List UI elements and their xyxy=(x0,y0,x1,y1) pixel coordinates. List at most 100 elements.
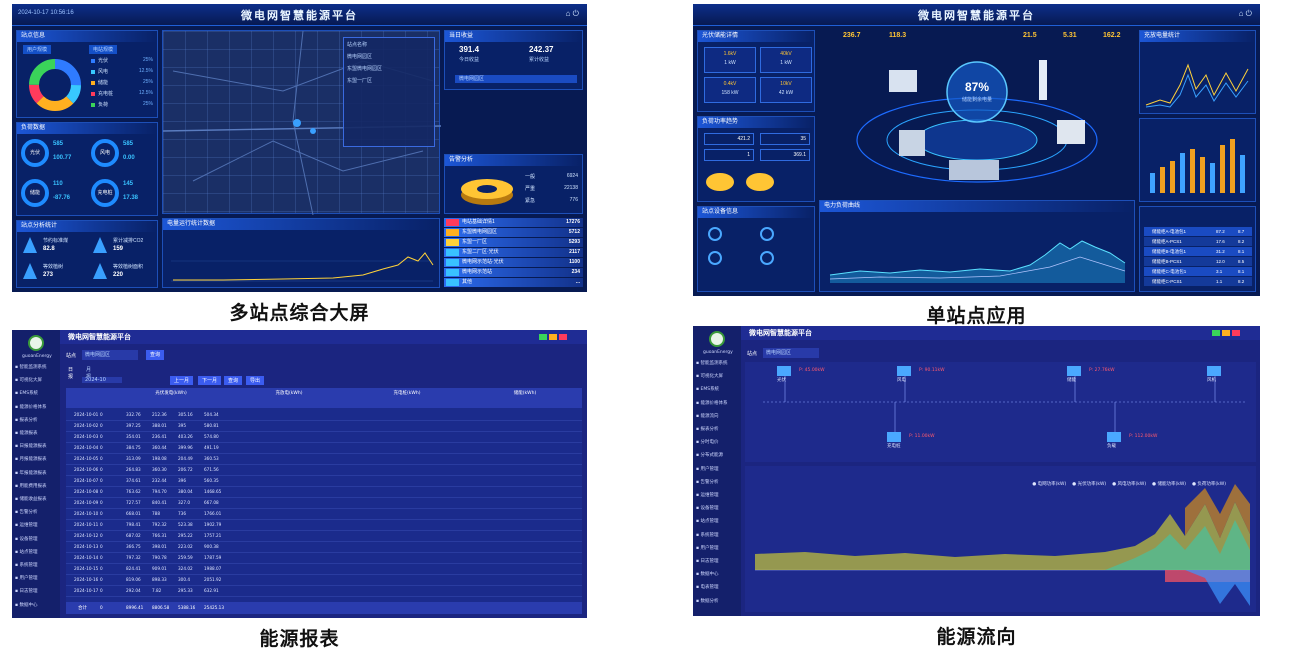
table-row[interactable]: 2024-10-05 0 313.09 198.08 204.49 360.53 xyxy=(66,454,582,465)
sidebar-item[interactable]: ▪ 运维管理 xyxy=(15,523,38,529)
table-row[interactable]: 2024-10-06 0 264.83 360.30 206.72 671.56 xyxy=(66,465,582,476)
tab-daily[interactable]: 日报 xyxy=(68,367,74,380)
export-button[interactable]: 导出 xyxy=(246,376,265,385)
sidebar-item[interactable]: ▪ 电表管理 xyxy=(696,585,719,591)
flow-node[interactable]: 风机 xyxy=(1207,366,1260,392)
table-row[interactable]: 2024-10-16 0 819.06 898.33 300.4 2051.92 xyxy=(66,575,582,586)
flow-legend-item[interactable]: ● 储能功率(kW) xyxy=(1152,482,1187,487)
ranking-row[interactable]: 电站基础详情1 17276 xyxy=(444,218,583,227)
sidebar-item[interactable]: ▪ 用能费用报表 xyxy=(15,483,47,489)
screen2-header-icons[interactable]: ⌂ ⏻ xyxy=(1238,9,1252,18)
revenue-row[interactable]: 微电网园区 xyxy=(455,75,577,83)
flow-filter-input[interactable]: 微电网园区 xyxy=(763,348,819,358)
sidebar-item[interactable]: ▪ EMS系统 xyxy=(696,387,720,393)
table-row[interactable]: 2024-10-01 0 332.76 212.36 305.16 504.34 xyxy=(66,410,582,421)
table-row[interactable]: 2024-10-13 0 366.75 398.01 223.02 900.38 xyxy=(66,542,582,553)
sidebar-item[interactable]: ▪ 告警分析 xyxy=(696,479,719,485)
flow-legend-item[interactable]: ● 风电功率(kW) xyxy=(1112,482,1147,487)
report-date[interactable]: 2024-10 xyxy=(82,377,122,383)
report-filter-input[interactable]: 微电网园区 xyxy=(82,350,138,360)
report-search-button[interactable]: 查询 xyxy=(146,350,164,360)
table-row[interactable]: 2024-10-15 0 824.41 909.01 324.02 1988.07 xyxy=(66,564,582,575)
table-row[interactable]: 2024-10-12 0 687.02 766.31 295.22 1757.21 xyxy=(66,531,582,542)
device-table-row[interactable]: 储能柜B-电池包1 31.2 8.1 xyxy=(1144,247,1252,256)
map-popup[interactable]: 站点名称 微电网园区 东盟微电网园区 东盟一厂区 xyxy=(343,37,435,147)
flow-chip-green[interactable] xyxy=(1212,330,1220,336)
sidebar-item[interactable]: ▪ 年报能源报表 xyxy=(15,470,47,476)
sidebar-item[interactable]: ▪ 运维管理 xyxy=(696,493,719,498)
ranking-row[interactable]: 东盟一厂区 5293 xyxy=(444,238,583,247)
sidebar-item[interactable]: ▪ 能源价格体系 xyxy=(15,404,47,410)
sidebar-item[interactable]: ▪ 能源价格体系 xyxy=(696,400,728,406)
table-row[interactable]: 2024-10-10 0 668.01 788 736 1766.01 xyxy=(66,509,582,520)
flow-node[interactable]: 充电桩 P: 11.00kW xyxy=(887,432,957,458)
device-table-row[interactable]: 储能柜C-电池包1 3.1 8.1 xyxy=(1144,267,1252,276)
device-table-row[interactable]: 储能柜A-电池包1 87.2 8.7 xyxy=(1144,227,1252,236)
sidebar-item[interactable]: ▪ 站点管理 xyxy=(15,549,38,555)
station-map[interactable]: 站点名称 微电网园区 东盟微电网园区 东盟一厂区 xyxy=(162,30,441,215)
sidebar-item[interactable]: ▪ 可视化大屏 xyxy=(696,374,723,380)
flow-chip-yellow[interactable] xyxy=(1222,330,1230,336)
flow-legend-item[interactable]: ● 光伏功率(kW) xyxy=(1072,482,1107,487)
sidebar-item[interactable]: ▪ 用户管理 xyxy=(15,576,38,582)
sidebar-item[interactable]: ▪ 报表分析 xyxy=(696,427,719,432)
sidebar-item[interactable]: ▪ 站点管理 xyxy=(696,519,719,525)
sidebar-item[interactable]: ▪ 智能监测系统 xyxy=(696,361,728,366)
sidebar-item[interactable]: ▪ 报表分析 xyxy=(15,417,38,423)
table-row[interactable]: 2024-10-04 0 384.75 360.44 399.96 491.19 xyxy=(66,443,582,454)
sidebar-item[interactable]: ▪ 智能监测系统 xyxy=(15,365,47,370)
report-chip-yellow[interactable] xyxy=(549,334,557,340)
device-table-row[interactable]: 储能柜C-PCS1 1.1 8.2 xyxy=(1144,277,1252,286)
table-row[interactable]: 2024-10-17 0 292.04 7.82 295.33 632.91 xyxy=(66,586,582,597)
query-button[interactable]: 查询 xyxy=(224,376,243,385)
flow-legend-item[interactable]: ● 负荷功率(kW) xyxy=(1192,482,1226,487)
table-row[interactable]: 2024-10-08 0 763.62 794.70 380.04 1468.65 xyxy=(66,487,582,498)
sidebar-item[interactable]: ▪ 日报能源报表 xyxy=(15,444,47,450)
sidebar-item[interactable]: ▪ 可视化大屏 xyxy=(15,378,42,384)
sidebar-item[interactable]: ▪ 储能收益报表 xyxy=(15,497,47,502)
report-chip-green[interactable] xyxy=(539,334,547,340)
sidebar-item[interactable]: ▪ 分时电价 xyxy=(696,440,719,446)
sidebar-item[interactable]: ▪ 分布式能源 xyxy=(696,453,723,459)
sidebar-item[interactable]: ▪ 用户管理 xyxy=(696,466,719,472)
device-table-row[interactable]: 储能柜B-PCS1 12.0 8.5 xyxy=(1144,257,1252,266)
flow-legend-item[interactable]: ● 电网功率(kW) xyxy=(1032,482,1067,487)
sidebar-item[interactable]: ▪ 设备管理 xyxy=(15,536,38,542)
sidebar-item[interactable]: ▪ 能源流向 xyxy=(696,413,719,419)
table-row[interactable]: 2024-10-03 0 354.01 236.41 403.26 574.80 xyxy=(66,432,582,443)
sidebar-item[interactable]: ▪ 系统管理 xyxy=(15,563,38,568)
sidebar-item[interactable]: ▪ 设备管理 xyxy=(696,506,719,512)
ranking-row[interactable]: 东盟二厂区·光伏 2117 xyxy=(444,248,583,257)
sidebar-item[interactable]: ▪ 日志管理 xyxy=(15,589,38,595)
ranking-row[interactable]: 微电网示范站 234 xyxy=(444,268,583,277)
sidebar-item[interactable]: ▪ 系统管理 xyxy=(696,532,719,538)
table-row[interactable]: 2024-10-14 0 797.32 790.78 259.59 1787.59 xyxy=(66,553,582,564)
table-row[interactable]: 2024-10-02 0 397.25 388.01 395 580.81 xyxy=(66,421,582,432)
prev-month-button[interactable]: 上一月 xyxy=(170,376,194,385)
report-chip-red[interactable] xyxy=(559,334,567,340)
ranking-row[interactable]: 其他... xyxy=(444,278,583,287)
flow-node[interactable]: 风电 P: 90.11kW xyxy=(897,366,967,392)
table-row[interactable]: 2024-10-09 0 727.57 840.41 327.0 667.08 xyxy=(66,498,582,509)
sidebar-item[interactable]: ▪ 用户管理 xyxy=(696,545,719,551)
sidebar-item[interactable]: ▪ EMS系统 xyxy=(15,391,39,397)
sidebar-item[interactable]: ▪ 数据中心 xyxy=(15,602,38,608)
screen1-header-icons[interactable]: ⌂ ⏻ xyxy=(565,9,579,18)
station-filter-2[interactable]: 电站规模 xyxy=(89,45,118,54)
sidebar-item[interactable]: ▪ 日志管理 xyxy=(696,559,719,564)
sidebar-item[interactable]: ▪ 告警分析 xyxy=(15,510,38,516)
sidebar-item[interactable]: ▪ 能源报表 xyxy=(15,431,38,436)
flow-node[interactable]: 储能 P: 27.76kW xyxy=(1067,366,1137,392)
station-filter-1[interactable]: 用户规模 xyxy=(23,45,52,54)
device-table-row[interactable]: 储能柜A-PCS1 17.6 8.2 xyxy=(1144,237,1252,246)
table-row[interactable]: 2024-10-11 0 798.41 792.32 523.38 1902.79 xyxy=(66,520,582,531)
table-row[interactable]: 2024-10-07 0 374.61 232.44 396 560.35 xyxy=(66,476,582,487)
next-month-button[interactable]: 下一月 xyxy=(198,376,222,385)
flow-node[interactable]: 光伏 P: 45.00kW xyxy=(777,366,847,392)
flow-chip-red[interactable] xyxy=(1232,330,1240,336)
sidebar-item[interactable]: ▪ 数据分析 xyxy=(696,598,719,604)
ranking-row[interactable]: 微电网示范站·光伏 1100 xyxy=(444,258,583,267)
flow-node[interactable]: 负载 P: 112.00kW xyxy=(1107,432,1177,458)
sidebar-item[interactable]: ▪ 月报能源报表 xyxy=(15,457,47,463)
sidebar-item[interactable]: ▪ 数据中心 xyxy=(696,572,719,578)
